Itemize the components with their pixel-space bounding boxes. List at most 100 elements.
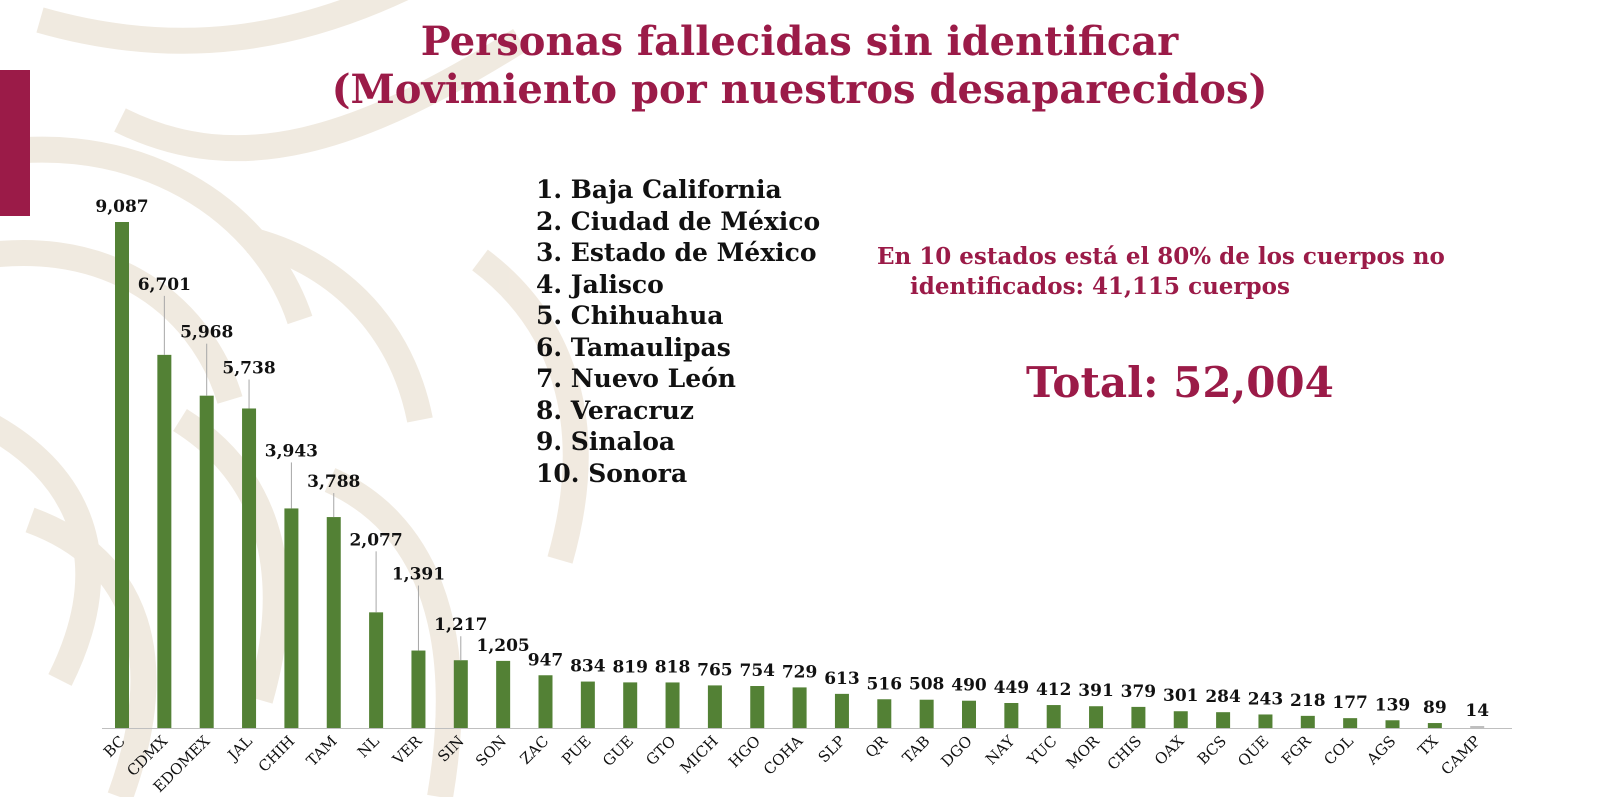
x-tick-label: COL: [1320, 732, 1357, 769]
bar: [1173, 711, 1188, 728]
data-label: 765: [697, 660, 733, 680]
data-label: 613: [824, 669, 860, 689]
x-tick-label: QUE: [1234, 732, 1272, 770]
ranking-item: 9. Sinaloa: [536, 427, 676, 456]
bar: [115, 222, 129, 728]
x-tick-label: TAM: [303, 732, 341, 770]
bar: [792, 687, 807, 728]
bar: [1427, 723, 1442, 728]
data-label: 379: [1121, 682, 1157, 702]
x-tick-label: SLP: [815, 732, 849, 766]
x-tick-label: YUC: [1023, 732, 1060, 769]
data-label: 9,087: [95, 197, 148, 217]
ranking-item: 3. Estado de México: [536, 238, 817, 267]
bar: [623, 682, 638, 728]
note-line2: identificados: 41,115 cuerpos: [910, 273, 1290, 300]
x-tick-label: PUE: [558, 732, 594, 768]
data-label: 5,738: [222, 358, 275, 378]
bar: [157, 354, 172, 728]
x-tick-label: BCS: [1194, 732, 1230, 768]
x-tick-label: CHIH: [255, 732, 299, 776]
data-label: 508: [909, 675, 945, 695]
bar: [665, 682, 680, 728]
x-tick-label: TAB: [899, 732, 934, 767]
eighty-percent-note: En 10 estados está el 80% de los cuerpos…: [877, 242, 1517, 302]
data-label: 284: [1205, 687, 1241, 707]
chart-title-line1: Personas fallecidas sin identificar: [420, 18, 1179, 65]
x-tick-label: DGO: [937, 732, 975, 770]
bar: [411, 650, 426, 728]
data-label: 1,217: [434, 615, 487, 635]
x-tick-label: VER: [388, 732, 425, 769]
ranking-item: 6. Tamaulipas: [536, 332, 731, 362]
note-line1: En 10 estados está el 80% de los cuerpos…: [877, 243, 1445, 270]
x-tick-label: ZAC: [516, 732, 552, 768]
x-tick-label: JAL: [223, 732, 256, 765]
total-count: Total: 52,004: [1026, 358, 1334, 407]
bar: [1470, 726, 1485, 728]
data-label: 391: [1078, 681, 1114, 701]
bar: [877, 699, 892, 728]
bar: [580, 681, 595, 728]
x-tick-label: NL: [354, 732, 383, 761]
data-label: 412: [1036, 680, 1072, 700]
bar: [834, 693, 849, 728]
x-tick-label: GTO: [642, 732, 679, 769]
data-label: 754: [740, 661, 776, 681]
x-tick-label: NAY: [982, 731, 1019, 768]
bar: [199, 395, 214, 728]
x-tick-label: FGR: [1278, 732, 1315, 769]
data-label: 516: [867, 674, 903, 694]
bar: [369, 612, 384, 728]
ranking-item: 2. Ciudad de México: [536, 206, 821, 236]
data-label: 2,077: [349, 530, 402, 550]
x-tick-label: BC: [100, 732, 129, 761]
bar: [707, 685, 722, 728]
ranking-item: 10. Sonora: [536, 458, 688, 488]
data-label: 139: [1375, 695, 1411, 715]
x-tick-label: MOR: [1063, 732, 1104, 773]
data-label: 1,205: [477, 636, 530, 656]
x-tick-label: TX: [1414, 732, 1442, 760]
x-tick-label: SON: [472, 732, 510, 770]
bar: [962, 700, 976, 728]
bar: [1216, 712, 1231, 728]
top-ten-states-list: 1. Baja California 2. Ciudad de México 3…: [536, 174, 820, 489]
x-tick-label: CHIS: [1104, 732, 1146, 774]
bar: [284, 508, 299, 728]
ranking-item: 1. Baja California: [536, 175, 782, 204]
bar: [1089, 706, 1104, 728]
data-label: 834: [570, 657, 606, 677]
bar: [1131, 706, 1146, 728]
ranking-item: 5. Chihuahua: [536, 301, 724, 330]
bar: [1385, 720, 1400, 728]
x-tick-label: MICH: [677, 732, 722, 777]
data-label: 301: [1163, 686, 1199, 706]
ranking-item: 4. Jalisco: [536, 269, 664, 299]
side-accent-bar: [0, 70, 30, 216]
bar: [538, 675, 553, 728]
chart-title-line2: (Movimiento por nuestros desaparecidos): [331, 66, 1268, 113]
data-label: 243: [1248, 689, 1284, 709]
x-tick-label: COHA: [760, 732, 807, 779]
bar: [1343, 718, 1358, 728]
data-label: 818: [655, 657, 691, 677]
data-label: 14: [1465, 701, 1489, 721]
bar: [1046, 705, 1061, 728]
bar: [496, 660, 511, 728]
data-label: 6,701: [138, 275, 191, 295]
data-label: 5,968: [180, 323, 233, 343]
data-label: 177: [1332, 693, 1368, 713]
data-label: 3,943: [265, 441, 318, 461]
bar: [1258, 714, 1273, 728]
bar: [1004, 702, 1019, 728]
x-tick-label: SIN: [434, 732, 467, 765]
data-label: 89: [1423, 698, 1447, 718]
bar: [750, 686, 765, 728]
x-tick-label: AGS: [1362, 732, 1399, 769]
ranking-item: 8. Veracruz: [536, 395, 694, 425]
x-tick-label: QR: [862, 732, 892, 762]
ranking-item: 7. Nuevo León: [536, 364, 736, 393]
data-label: 729: [782, 662, 818, 682]
